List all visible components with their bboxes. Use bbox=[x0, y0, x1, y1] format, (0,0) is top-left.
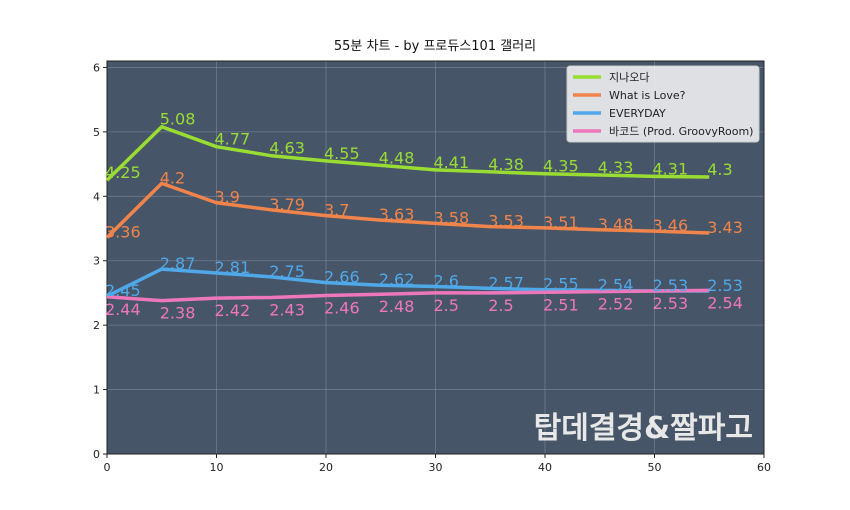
data-label: 3.7 bbox=[324, 201, 349, 220]
x-tick-label: 10 bbox=[210, 461, 224, 474]
legend-label: What is Love? bbox=[609, 89, 686, 102]
data-label: 2.5 bbox=[488, 296, 513, 315]
series bbox=[105, 124, 710, 303]
y-tick-label: 3 bbox=[93, 255, 100, 268]
x-tick-label: 40 bbox=[538, 461, 552, 474]
series-line bbox=[105, 124, 710, 182]
data-label: 2.62 bbox=[379, 270, 415, 289]
x-tick-label: 20 bbox=[319, 461, 333, 474]
data-label: 3.63 bbox=[379, 205, 415, 224]
watermark: 탑데결경&짤파고 bbox=[534, 411, 753, 446]
legend-box bbox=[566, 65, 760, 143]
data-label: 5.08 bbox=[160, 110, 196, 129]
data-label: 2.45 bbox=[105, 281, 141, 300]
y-tick-label: 1 bbox=[93, 384, 100, 397]
y-tick-label: 5 bbox=[93, 126, 100, 139]
data-label: 4.38 bbox=[488, 155, 524, 174]
y-tick-label: 0 bbox=[93, 448, 100, 461]
data-label: 2.54 bbox=[707, 293, 743, 312]
data-label: 3.43 bbox=[707, 218, 743, 237]
data-label: 4.77 bbox=[215, 130, 251, 149]
legend-label: 바코드 (Prod. GroovyRoom) bbox=[609, 125, 753, 138]
chart-title: 55분 차트 - by 프로듀스101 갤러리 bbox=[334, 39, 536, 54]
data-label: 3.9 bbox=[215, 188, 240, 207]
data-label: 4.2 bbox=[160, 168, 185, 187]
data-label: 2.53 bbox=[653, 276, 689, 295]
data-label: 3.58 bbox=[434, 208, 470, 227]
data-label: 2.66 bbox=[324, 268, 360, 287]
x-tick-label: 50 bbox=[648, 461, 662, 474]
legend-label: EVERYDAY bbox=[609, 107, 666, 120]
x-tick-label: 60 bbox=[757, 461, 771, 474]
x-tick-label: 0 bbox=[104, 461, 111, 474]
data-label: 2.44 bbox=[105, 300, 141, 319]
data-label: 2.5 bbox=[434, 296, 459, 315]
data-label: 4.3 bbox=[707, 160, 732, 179]
axes: 0 10 20 30 40 50 60 0 1 2 3 4 5 6 bbox=[93, 60, 771, 474]
data-label: 2.81 bbox=[215, 258, 251, 277]
y-tick-label: 6 bbox=[93, 61, 100, 74]
data-label: 3.48 bbox=[598, 215, 634, 234]
data-label: 4.41 bbox=[434, 153, 470, 172]
data-label: 2.87 bbox=[160, 254, 196, 273]
data-label: 3.53 bbox=[488, 212, 524, 231]
data-label: 2.57 bbox=[488, 273, 524, 292]
legend-label: 지나오다 bbox=[609, 71, 649, 84]
data-label: 4.33 bbox=[598, 158, 634, 177]
series-line bbox=[106, 288, 710, 303]
plot-frame bbox=[106, 60, 765, 455]
data-label: 4.35 bbox=[543, 157, 579, 176]
data-label: 2.42 bbox=[215, 301, 251, 320]
data-label: 2.46 bbox=[324, 299, 360, 318]
data-label: 2.54 bbox=[598, 275, 634, 294]
data-label: 2.6 bbox=[434, 271, 459, 290]
data-label: 3.46 bbox=[653, 216, 689, 235]
data-label: 2.75 bbox=[269, 262, 305, 281]
data-label: 2.53 bbox=[653, 294, 689, 313]
data-labels: 4.255.084.77 4.63 4.55 4.48 4.41 4.38 4.35 4.33… bbox=[105, 110, 743, 323]
data-label: 4.25 bbox=[105, 163, 141, 182]
data-label: 2.55 bbox=[543, 275, 579, 294]
legend[interactable]: 지나오다 What is Love? EVERYDAY 바코드 (Prod. Groo… bbox=[566, 65, 760, 143]
y-tick-label: 2 bbox=[93, 319, 100, 332]
data-label: 2.51 bbox=[543, 295, 579, 314]
data-label: 4.63 bbox=[269, 139, 305, 158]
series-line bbox=[105, 181, 710, 239]
data-label: 2.53 bbox=[707, 276, 743, 295]
data-label: 4.31 bbox=[653, 159, 689, 178]
data-label: 2.52 bbox=[598, 295, 634, 314]
data-label: 4.55 bbox=[324, 144, 360, 163]
y-tick-label: 4 bbox=[93, 190, 100, 203]
data-label: 2.38 bbox=[160, 304, 196, 323]
data-label: 3.36 bbox=[105, 223, 141, 242]
x-tick-label: 30 bbox=[429, 461, 443, 474]
data-label: 3.51 bbox=[543, 213, 579, 232]
data-label: 3.79 bbox=[269, 195, 305, 214]
data-label: 4.48 bbox=[379, 148, 415, 167]
data-label: 2.43 bbox=[269, 300, 305, 319]
data-label: 2.48 bbox=[379, 297, 415, 316]
